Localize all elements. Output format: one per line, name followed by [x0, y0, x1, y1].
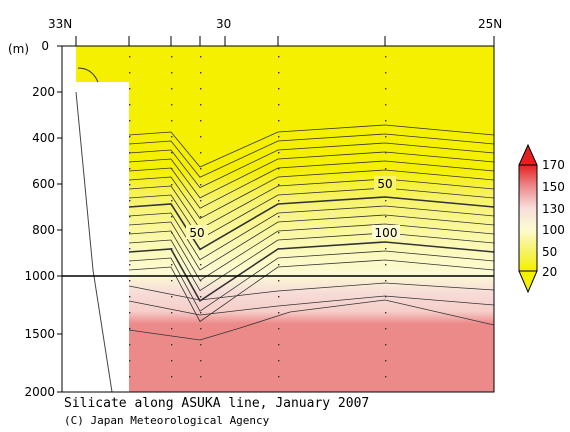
contour-line [128, 169, 494, 220]
contour-line [128, 214, 494, 271]
x-tick-25n: 25N [478, 17, 502, 31]
no-data-region [62, 46, 129, 392]
contour-line [128, 133, 494, 178]
contour-line [128, 187, 494, 240]
y-tick-400: 400 [32, 131, 55, 145]
colorbar-tick-130: 130 [542, 202, 565, 216]
station-markers [129, 56, 387, 378]
y-tick-0: 0 [41, 39, 49, 53]
contour-label-50-b: 50 [189, 226, 204, 240]
contour-line [128, 178, 494, 230]
contour-lines [128, 124, 494, 341]
colorbar-tick-150: 150 [542, 180, 565, 194]
contour-line [128, 232, 494, 292]
plot-area [62, 46, 494, 392]
contour-line [128, 295, 494, 316]
contour-line [128, 196, 494, 251]
contour-label-group: 50 50 100 [186, 176, 400, 240]
colorbar-tick-100: 100 [542, 223, 565, 237]
contour-line [128, 160, 494, 209]
surface-band [76, 46, 494, 82]
contour-label-50-a: 50 [377, 177, 392, 191]
y-tick-800: 800 [32, 223, 55, 237]
y-tick-1500: 1500 [24, 327, 55, 341]
contour-line [128, 299, 494, 341]
chart-credit: (C) Japan Meteorological Agency [64, 414, 270, 427]
contour-line [128, 241, 494, 303]
x-tick-30: 30 [216, 17, 231, 31]
contour-line [128, 142, 494, 189]
contour-line [128, 282, 494, 301]
colorbar-top-arrow [518, 143, 538, 166]
contour-line [128, 205, 494, 261]
top-axis [75, 36, 495, 46]
y-tick-600: 600 [32, 177, 55, 191]
y-tick-1000: 1000 [24, 269, 55, 283]
colorbar-tick-50: 50 [542, 245, 557, 259]
silicate-field [129, 82, 494, 392]
x-tick-33n: 33N [48, 17, 72, 31]
contour-line [128, 124, 494, 168]
colorbar-tick-20: 20 [542, 265, 557, 279]
contour-line [128, 259, 494, 323]
contour-line [128, 151, 494, 199]
chart-title: Silicate along ASUKA line, January 2007 [64, 396, 370, 411]
contour-line [128, 250, 494, 312]
contour-line [128, 223, 494, 281]
y-tick-200: 200 [32, 85, 55, 99]
colorbar: 170 150 130 100 50 20 [518, 143, 565, 294]
y-tick-2000: 2000 [24, 385, 55, 399]
colorbar-scale [518, 164, 538, 272]
contour-label-100: 100 [375, 226, 398, 240]
y-axis-label: (m) [8, 42, 29, 56]
colorbar-bottom-arrow [518, 270, 538, 294]
colorbar-tick-170: 170 [542, 158, 565, 172]
y-axis: 0 200 400 600 800 1000 1500 2000 [24, 39, 55, 399]
